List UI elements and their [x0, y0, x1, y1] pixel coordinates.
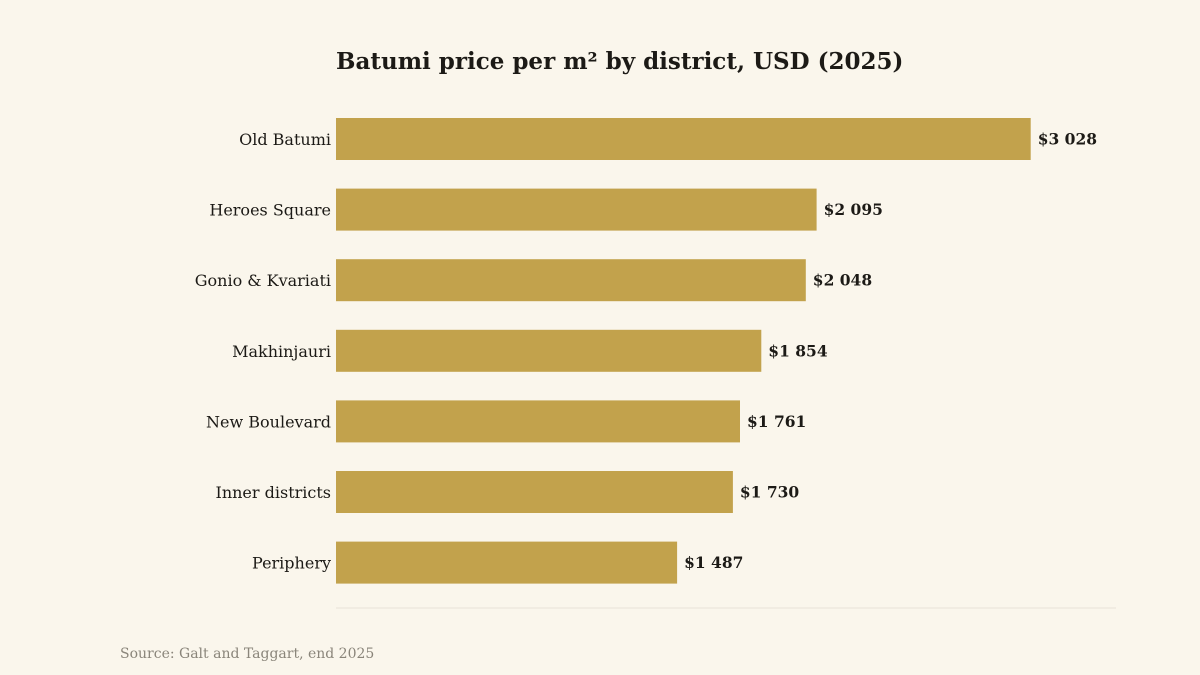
category-label: Periphery: [252, 554, 331, 573]
category-label: New Boulevard: [206, 412, 331, 431]
value-label: $1 854: [768, 341, 828, 360]
category-label: Old Batumi: [239, 130, 331, 149]
category-label: Gonio & Kvariati: [195, 271, 331, 290]
category-label: Inner districts: [216, 483, 332, 502]
bars-group: Old Batumi $3 028 Heroes Square $2 095 Gonio…: [195, 118, 1097, 584]
chart-title: Batumi price per m² by district, USD (20…: [336, 48, 903, 75]
value-label: $3 028: [1038, 130, 1097, 149]
value-label: $2 095: [824, 200, 883, 219]
value-label: $2 048: [813, 271, 872, 290]
bar-3: [336, 329, 762, 372]
value-label: $1 730: [740, 483, 800, 502]
category-label: Makhinjauri: [232, 342, 331, 361]
bar-0: [336, 118, 1031, 160]
category-label: Heroes Square: [209, 201, 331, 220]
value-label: $1 761: [747, 412, 806, 431]
source-note: Source: Galt and Taggart, end 2025: [120, 646, 374, 662]
bar-4: [336, 400, 740, 443]
bar-1: [336, 188, 817, 231]
bar-2: [336, 259, 806, 302]
bar-6: [336, 541, 678, 584]
bar-5: [336, 471, 733, 513]
value-label: $1 487: [684, 553, 743, 572]
